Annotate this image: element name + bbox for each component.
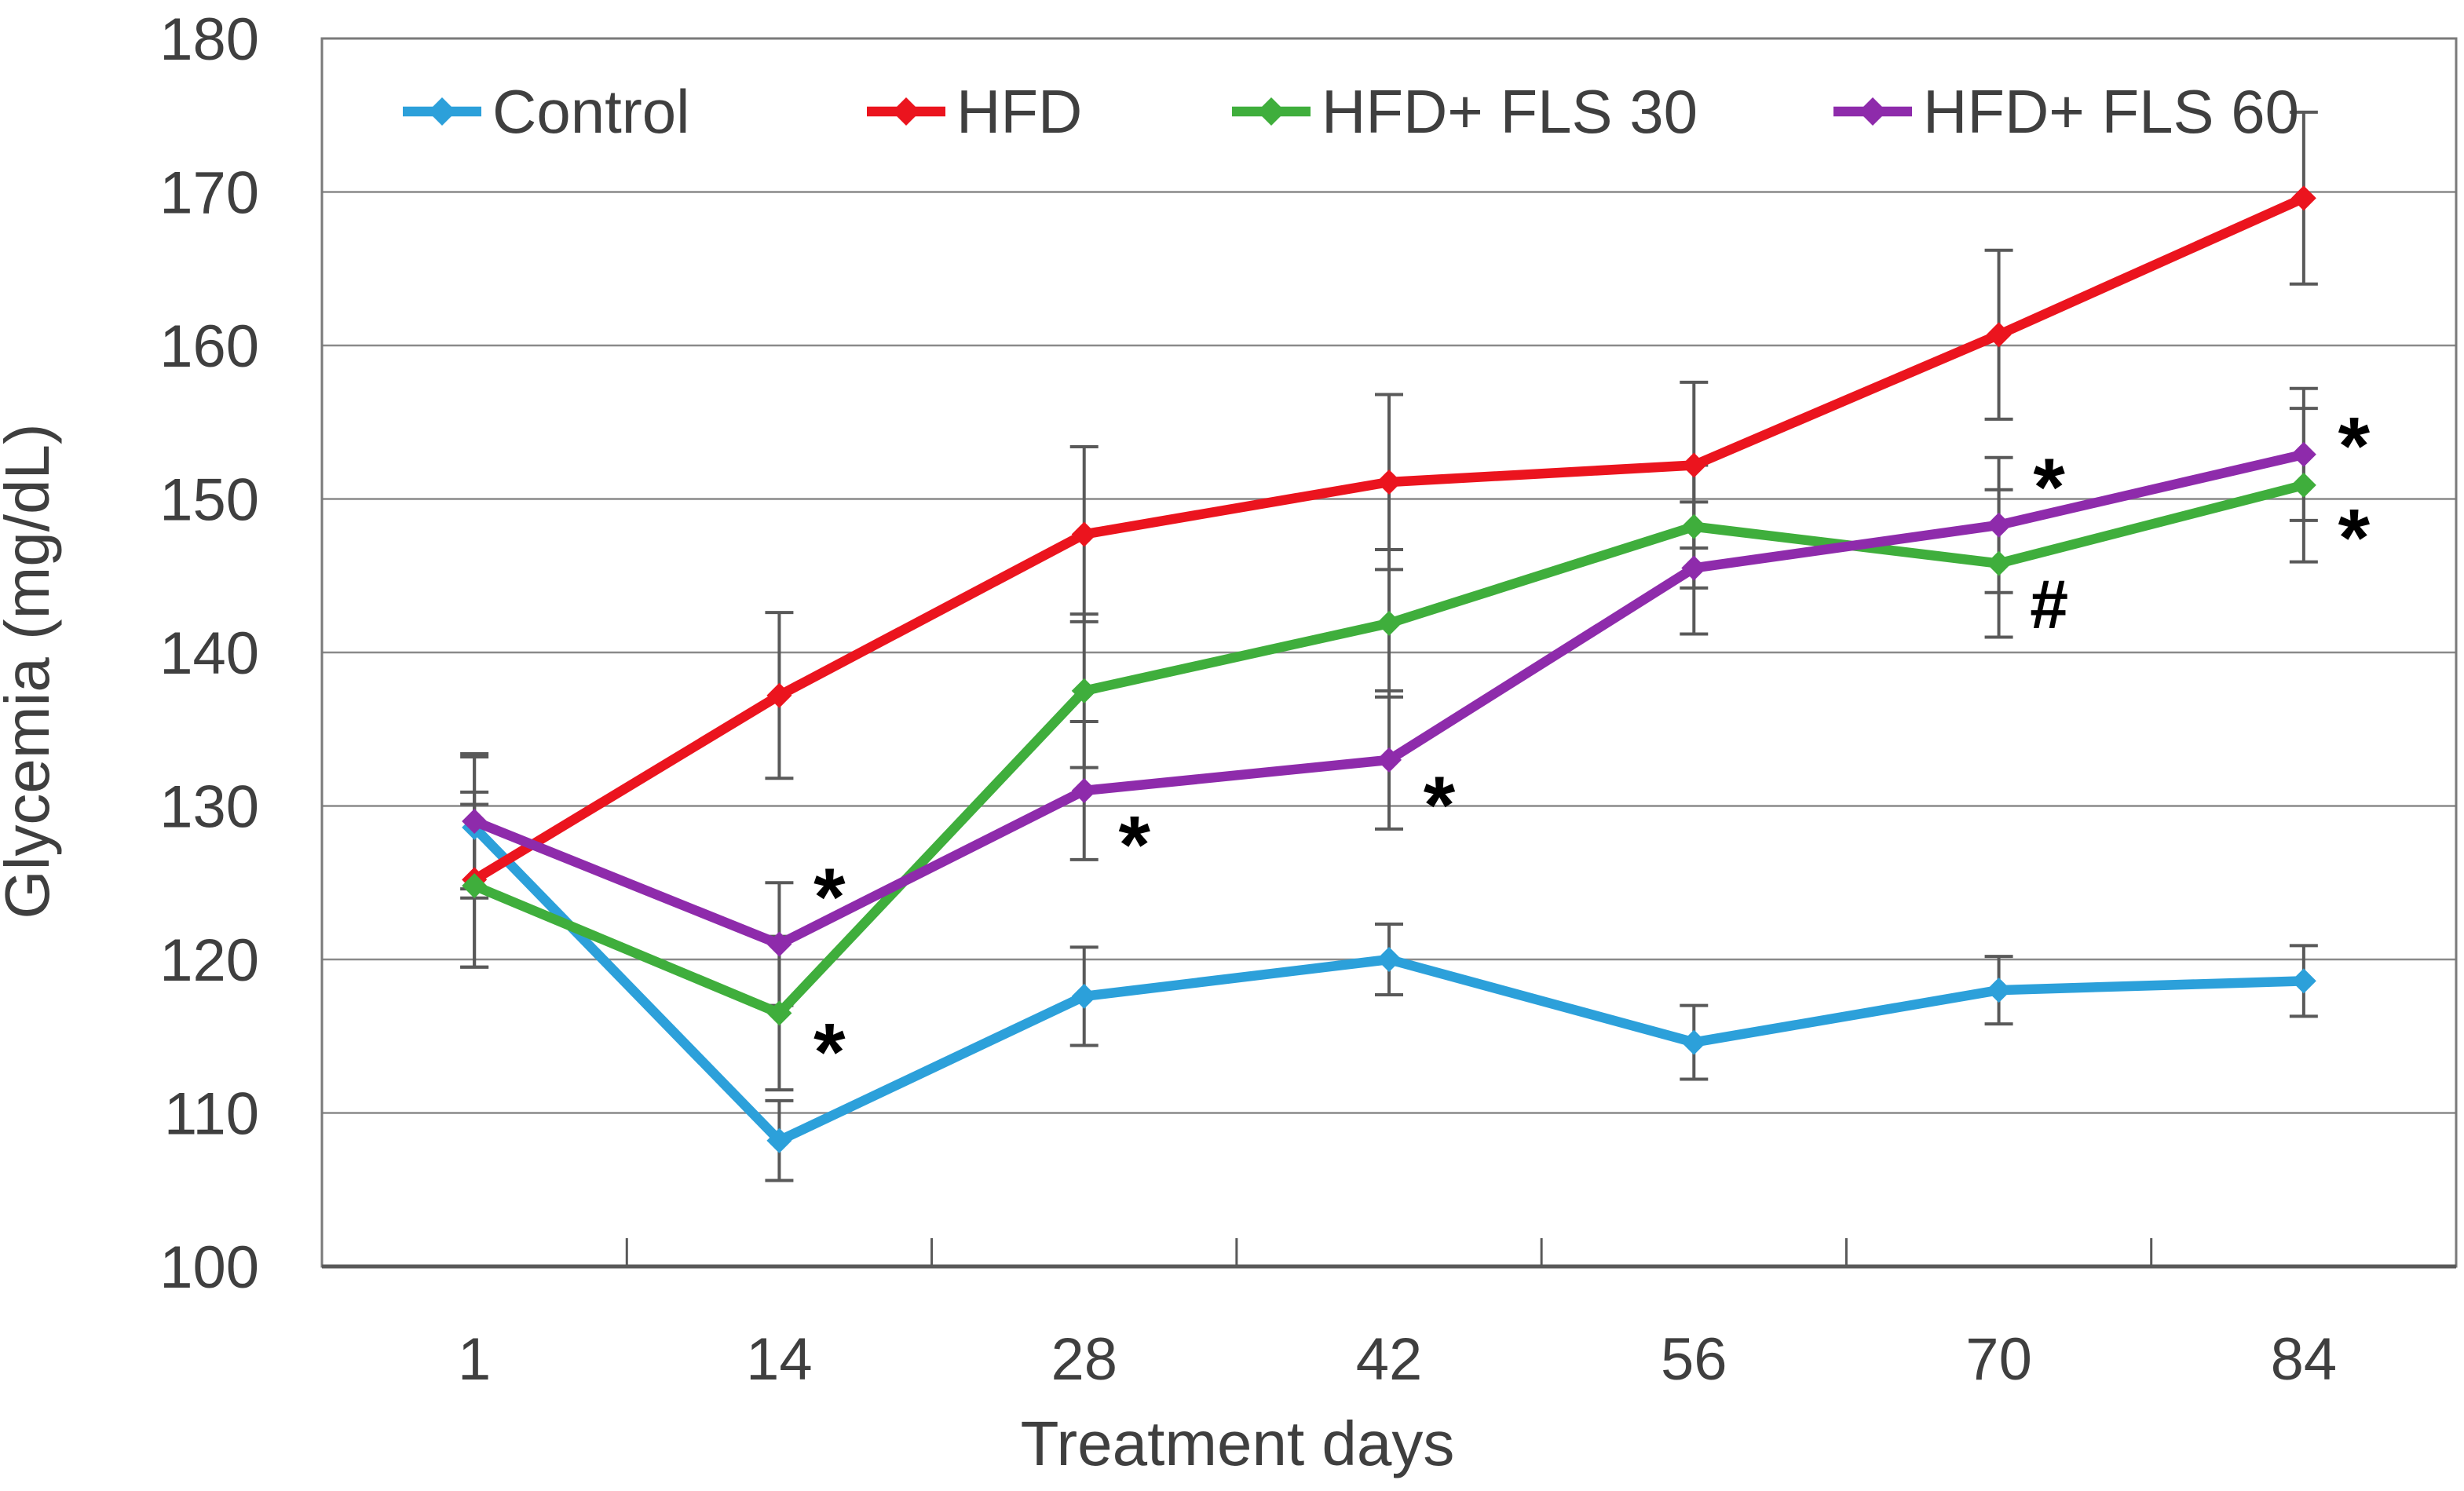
data-point-marker-hfd-fls-30 — [1071, 678, 1097, 703]
data-point-marker-hfd-fls-60 — [1986, 512, 2012, 538]
legend-label: HFD+ FLS 60 — [1923, 77, 2299, 146]
legend-item-control: Control — [403, 77, 689, 146]
x-tick-label: 1 — [458, 1326, 491, 1393]
data-point-marker-control — [1681, 1029, 1707, 1055]
legend-item-hfd-fls-30: HFD+ FLS 30 — [1232, 77, 1698, 146]
axis-labels-layer: 100 110 120 130 140 150 160 170 180 1 14 28 42 56 70 84 — [159, 6, 2337, 1393]
data-point-marker-hfd — [1071, 521, 1097, 547]
legend-label: HFD+ FLS 30 — [1322, 77, 1698, 146]
series-hfd — [462, 185, 2316, 893]
data-point-marker-control — [1986, 978, 2012, 1003]
y-tick-label: 140 — [159, 620, 259, 687]
legend-marker-diamond — [892, 97, 920, 126]
x-tick-label: 56 — [1661, 1326, 1727, 1393]
data-point-marker-hfd-fls-60 — [462, 809, 488, 835]
y-tick-label: 150 — [159, 467, 259, 534]
y-tick-label: 120 — [159, 927, 259, 994]
data-point-marker-hfd — [1376, 469, 1402, 495]
data-point-marker-hfd-fls-60 — [1376, 747, 1402, 773]
x-tick-label: 70 — [1965, 1326, 2032, 1393]
data-point-marker-control — [1376, 947, 1402, 972]
legend: Control HFD HFD+ FLS 30 HFD+ FLS 60 — [403, 77, 2299, 146]
y-tick-label: 100 — [159, 1234, 259, 1301]
y-tick-label: 180 — [159, 6, 259, 73]
significance-marker: * — [1424, 760, 1456, 851]
legend-marker-diamond — [1859, 97, 1887, 126]
data-point-marker-hfd-fls-30 — [1376, 610, 1402, 636]
legend-label: HFD — [956, 77, 1082, 146]
data-point-marker-hfd-fls-30 — [1681, 513, 1707, 539]
data-point-marker-hfd-fls-30 — [2290, 472, 2316, 498]
data-point-marker-hfd-fls-60 — [2290, 441, 2316, 467]
x-axis-title: Treatment days — [1021, 1409, 1455, 1478]
series-hfd-fls-30 — [462, 472, 2316, 1026]
legend-marker-diamond — [1257, 97, 1285, 126]
data-point-marker-hfd-fls-60 — [1071, 777, 1097, 803]
significance-marker: * — [2338, 400, 2371, 492]
data-point-marker-control — [1071, 983, 1097, 1009]
x-tick-label: 14 — [746, 1326, 813, 1393]
data-point-marker-hfd — [766, 682, 792, 708]
legend-item-hfd-fls-60: HFD+ FLS 60 — [1833, 77, 2299, 146]
legend-marker-diamond — [428, 97, 456, 126]
significance-marker: * — [813, 852, 846, 943]
annotations-layer: *** **#** — [813, 400, 2370, 1098]
x-tick-label: 42 — [1356, 1326, 1423, 1393]
legend-item-hfd: HFD — [867, 77, 1082, 146]
data-point-marker-hfd-fls-30 — [766, 1000, 792, 1026]
plot-border-layer — [320, 37, 2458, 1269]
data-point-marker-hfd — [1986, 322, 2012, 348]
y-tick-label: 130 — [159, 774, 259, 841]
significance-marker: # — [2030, 565, 2068, 643]
significance-marker: * — [813, 1007, 846, 1098]
data-point-marker-hfd-fls-60 — [766, 931, 792, 957]
data-point-marker-hfd-fls-30 — [1986, 550, 2012, 576]
legend-label: Control — [492, 77, 689, 146]
significance-marker: * — [2338, 493, 2371, 584]
series-hfd-fls-60 — [462, 441, 2316, 957]
data-point-marker-control — [2290, 968, 2316, 994]
error-bars-layer — [460, 110, 2318, 1182]
data-point-marker-hfd — [2290, 185, 2316, 211]
y-tick-label: 160 — [159, 313, 259, 380]
y-tick-label: 110 — [164, 1081, 259, 1148]
y-tick-label: 170 — [159, 160, 259, 227]
data-point-marker-control — [766, 1127, 792, 1153]
significance-marker: * — [1118, 800, 1150, 891]
y-axis-title: Glycemia (mg/dL) — [0, 423, 62, 919]
x-tick-label: 28 — [1051, 1326, 1117, 1393]
series-layer — [462, 185, 2316, 1153]
x-tick-label: 84 — [2271, 1326, 2338, 1393]
data-point-marker-hfd — [1681, 452, 1707, 478]
data-point-marker-hfd-fls-60 — [1681, 555, 1707, 581]
data-point-marker-hfd-fls-30 — [462, 873, 488, 899]
significance-marker: * — [2033, 442, 2065, 533]
series-control — [462, 814, 2316, 1153]
